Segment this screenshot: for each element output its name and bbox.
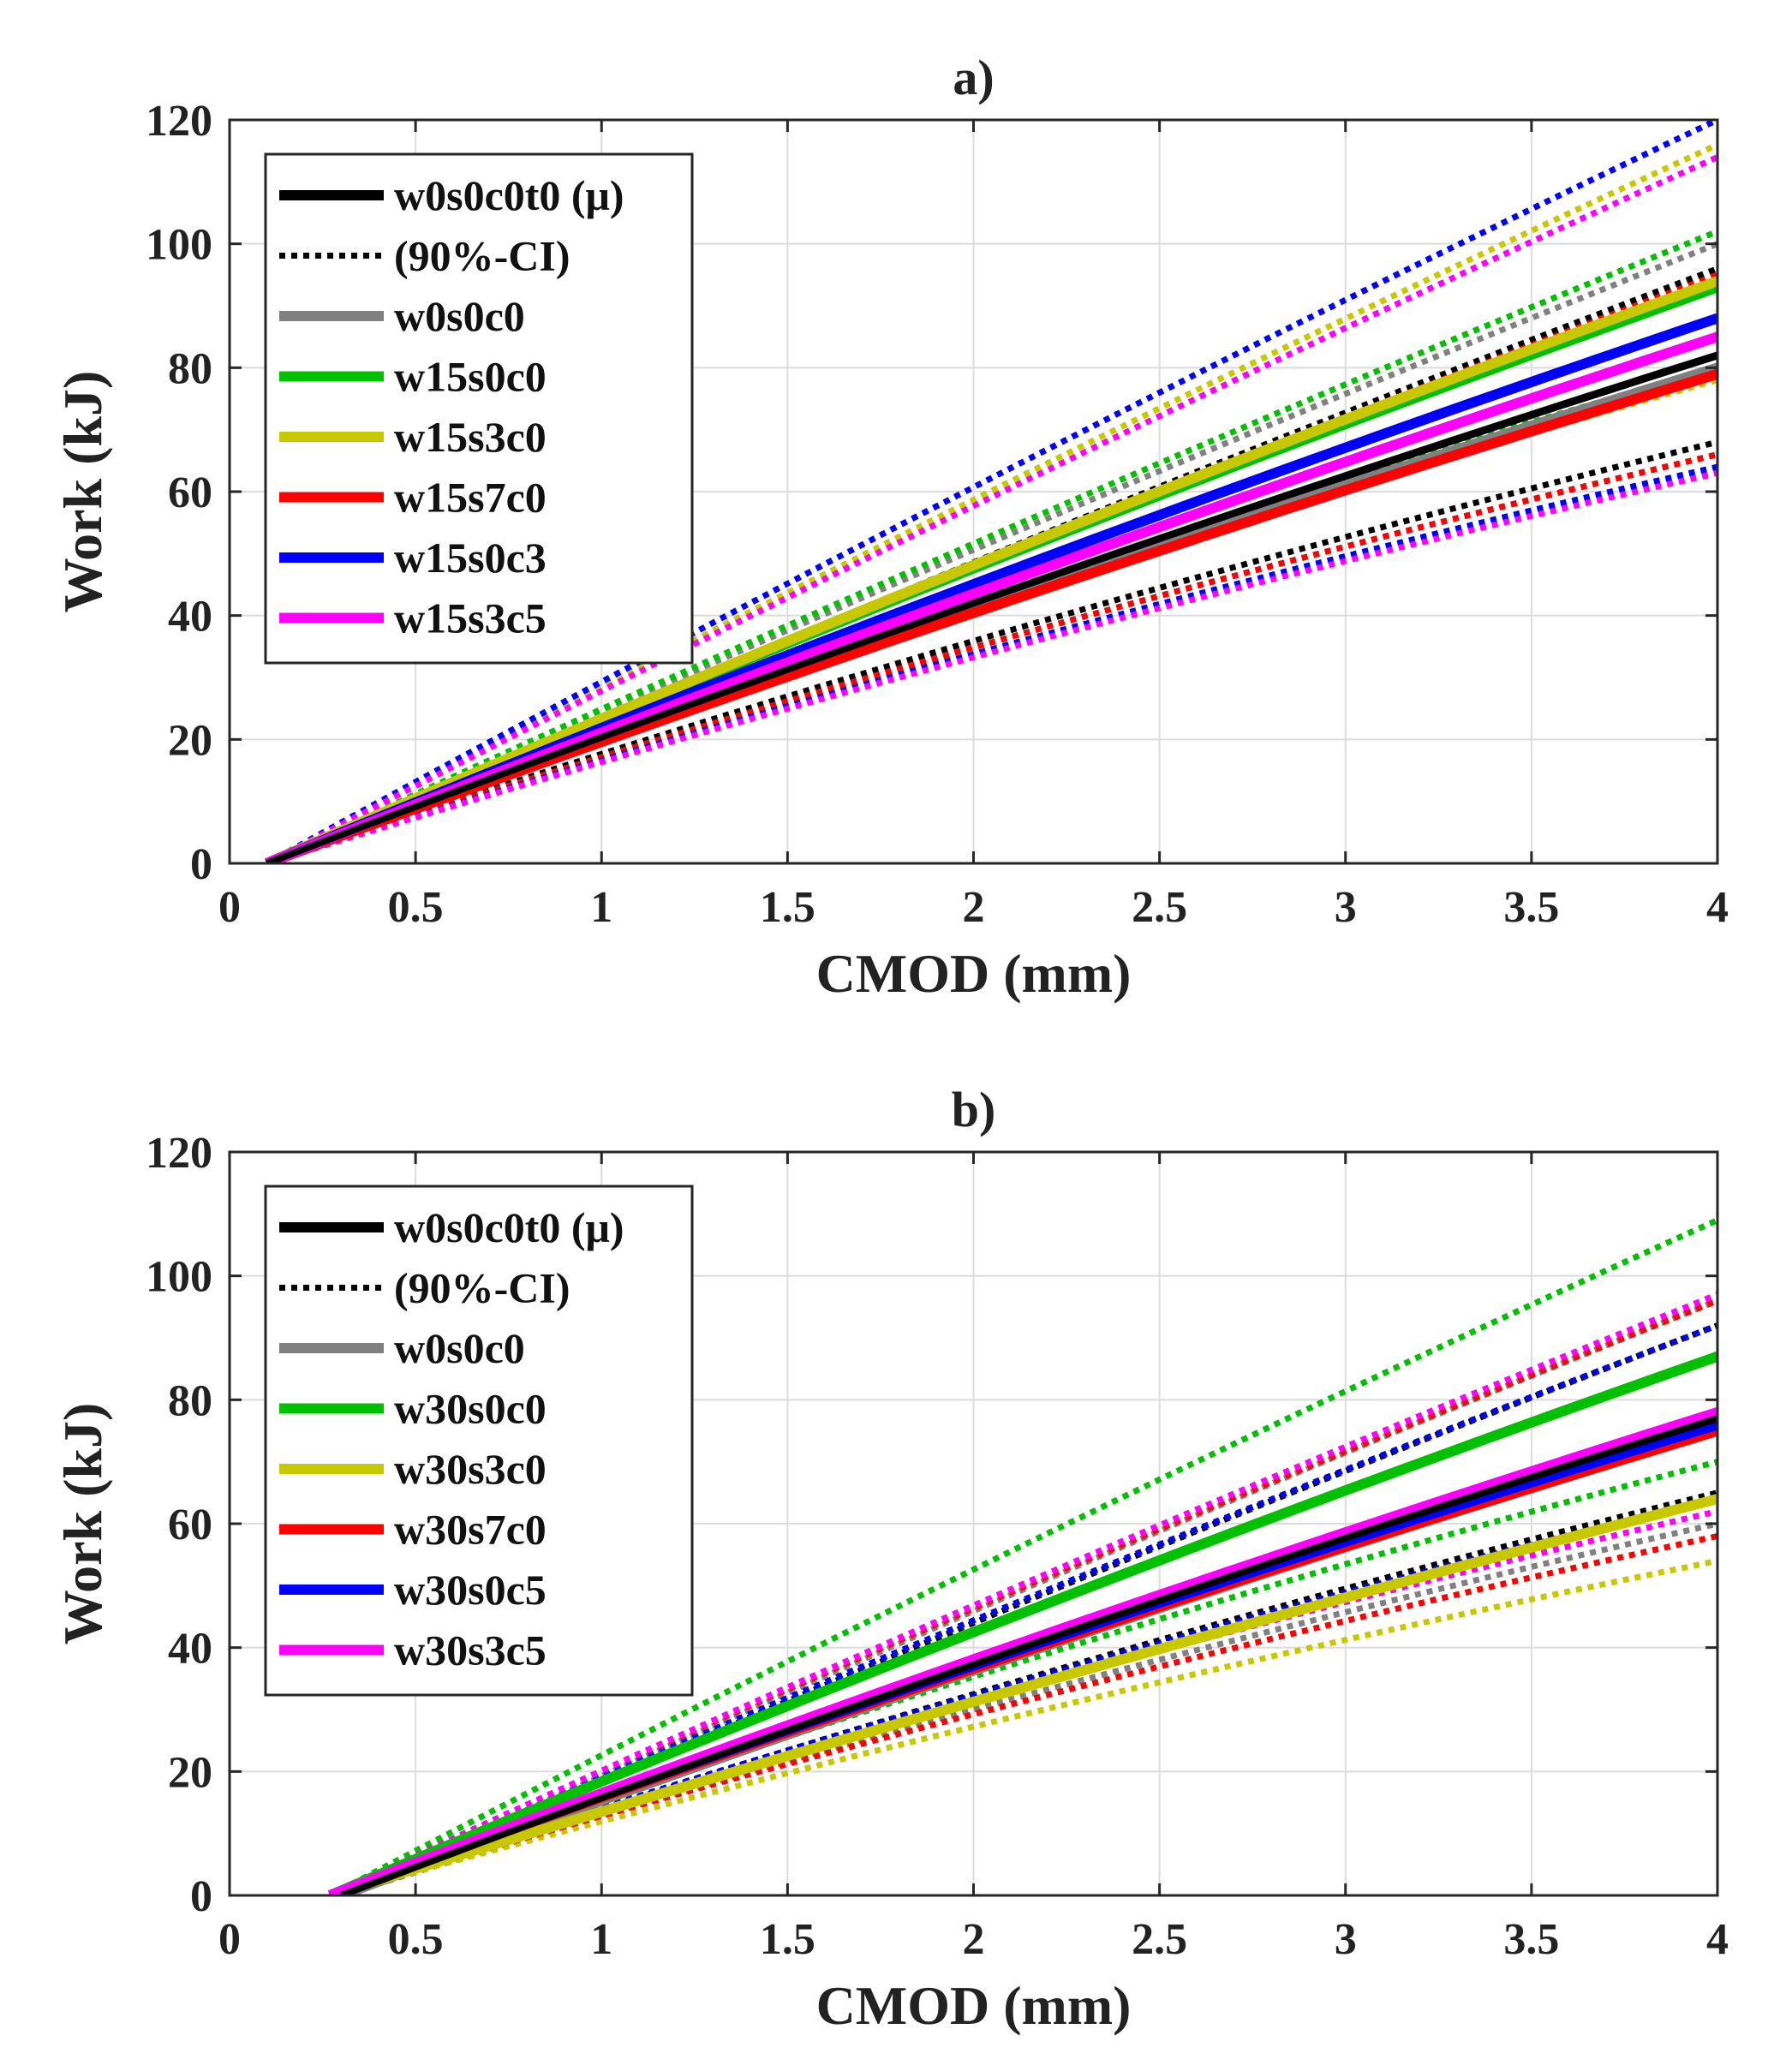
y-tick-label: 40 (168, 1625, 212, 1674)
series-ci-line (329, 1557, 1717, 1895)
legend: w0s0c0t0 (μ) (90%-CI) w0s0c0 w15s0c0 w15s3c0… (264, 152, 694, 665)
y-tick-label: 100 (146, 1253, 212, 1302)
x-tick-label: 2 (963, 883, 985, 932)
legend-label: w15s0c3 (394, 534, 547, 582)
y-tick-label: 120 (146, 97, 212, 146)
series-ci-line (265, 154, 1717, 863)
series-mean-line (265, 352, 1717, 863)
x-tick-label: 1.5 (760, 883, 815, 932)
series-group (327, 1217, 1717, 1895)
x-tick-label: 4 (1706, 1915, 1729, 1964)
series-mean-line (339, 1415, 1717, 1895)
series-mean-line (327, 1352, 1717, 1895)
legend-box (264, 152, 694, 665)
x-tick-label: 2 (963, 1915, 985, 1964)
series-ci-line (265, 228, 1717, 863)
y-tick-label: 0 (190, 1872, 212, 1921)
x-axis-label: CMOD (mm) (816, 1975, 1132, 2036)
legend-label: w15s7c0 (394, 474, 547, 522)
legend-box (264, 1185, 694, 1697)
x-tick-label: 4 (1706, 883, 1729, 932)
series-ci-line (328, 1292, 1717, 1895)
x-tick-label: 1 (590, 883, 612, 932)
y-tick-label: 0 (190, 840, 212, 889)
y-tick-label: 120 (146, 1129, 212, 1178)
series-ci-line (265, 141, 1717, 863)
x-tick-label: 3.5 (1503, 883, 1559, 932)
legend: w0s0c0t0 (μ) (90%-CI) w0s0c0 w30s0c0 w30s3c0… (264, 1185, 694, 1697)
series-ci-line (266, 469, 1717, 863)
x-tick-label: 0 (218, 883, 241, 932)
series-mean-line (264, 276, 1717, 863)
legend-label: w0s0c0t0 (μ) (394, 171, 624, 219)
x-tick-label: 3.5 (1503, 1915, 1559, 1964)
y-tick-label: 20 (168, 716, 212, 765)
legend-label: w0s0c0 (394, 1324, 525, 1372)
y-tick-label: 40 (168, 593, 212, 642)
legend-label: w30s3c0 (394, 1445, 547, 1493)
legend-label: w15s3c5 (394, 594, 547, 642)
x-axis-label: CMOD (mm) (816, 943, 1132, 1004)
y-tick-label: 60 (168, 1501, 212, 1549)
series-mean-line (328, 1494, 1717, 1895)
x-tick-label: 3 (1335, 883, 1357, 932)
y-tick-label: 60 (168, 468, 212, 517)
y-axis-label: Work (kJ) (52, 1403, 113, 1645)
legend-label: w30s3c5 (394, 1626, 547, 1674)
chart-title: a) (953, 50, 994, 105)
chart-title: b) (952, 1082, 996, 1137)
x-tick-label: 1.5 (760, 1915, 815, 1964)
legend-label: (90%-CI) (394, 232, 570, 280)
series-group (264, 120, 1717, 863)
legend-label: (90%-CI) (394, 1264, 570, 1312)
x-tick-label: 1 (590, 1915, 612, 1964)
x-tick-label: 0.5 (388, 883, 444, 932)
y-tick-label: 100 (146, 221, 212, 270)
legend-label: w0s0c0t0 (μ) (394, 1203, 624, 1251)
x-tick-label: 0 (218, 1915, 241, 1964)
y-tick-label: 20 (168, 1748, 212, 1797)
series-mean-line (328, 1407, 1717, 1895)
x-tick-label: 2.5 (1132, 1915, 1187, 1964)
x-tick-label: 0.5 (388, 1915, 444, 1964)
legend-label: w30s0c5 (394, 1566, 547, 1614)
x-tick-label: 3 (1335, 1915, 1357, 1964)
x-tick-label: 2.5 (1132, 883, 1187, 932)
legend-label: w0s0c0 (394, 292, 525, 340)
y-axis-label: Work (kJ) (52, 371, 113, 613)
y-tick-label: 80 (168, 1376, 212, 1425)
legend-label: w30s7c0 (394, 1506, 547, 1554)
legend-label: w30s0c0 (394, 1385, 547, 1433)
y-tick-label: 80 (168, 344, 212, 393)
series-ci-line (265, 266, 1717, 863)
legend-label: w15s0c0 (394, 353, 547, 401)
legend-label: w15s3c0 (394, 413, 547, 461)
